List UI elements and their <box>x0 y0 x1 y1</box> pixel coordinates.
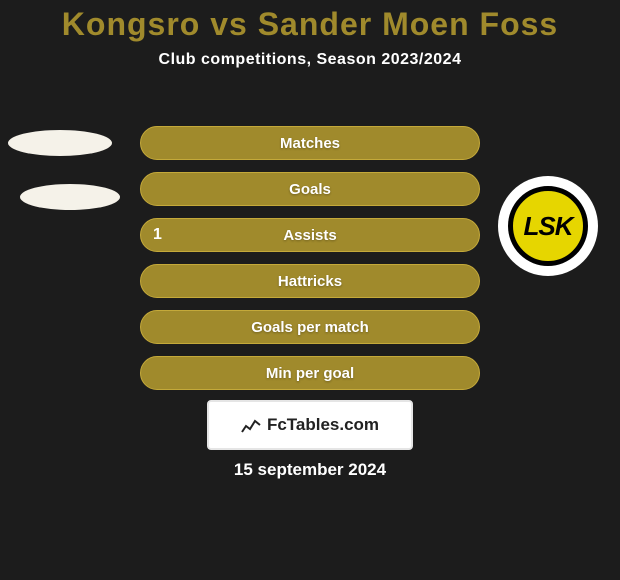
comparison-date: 15 september 2024 <box>0 460 620 480</box>
bar-label: Min per goal <box>266 365 354 382</box>
bar-goals: Goals <box>140 172 480 206</box>
fctables-watermark: FcTables.com <box>207 400 413 450</box>
bar-label: Hattricks <box>278 273 342 290</box>
bar-goals-per-match: Goals per match <box>140 310 480 344</box>
bar-matches: Matches <box>140 126 480 160</box>
lsk-badge-text: LSK <box>524 211 573 242</box>
comparison-subtitle: Club competitions, Season 2023/2024 <box>0 51 620 69</box>
lsk-badge-inner: LSK <box>508 186 588 266</box>
player-right-badge: LSK <box>498 176 598 276</box>
player-left-ellipse-1 <box>8 130 112 156</box>
bar-label: Assists <box>283 227 336 244</box>
bar-label: Goals <box>289 181 331 198</box>
bar-min-per-goal: Min per goal <box>140 356 480 390</box>
bar-hattricks: Hattricks <box>140 264 480 298</box>
fctables-logo-icon <box>241 417 261 433</box>
fctables-text: FcTables.com <box>267 415 379 435</box>
bar-assists: 1 Assists <box>140 218 480 252</box>
bar-label: Matches <box>280 135 340 152</box>
comparison-title: Kongsro vs Sander Moen Foss <box>0 6 620 43</box>
bar-left-value: 1 <box>153 226 162 244</box>
bar-label: Goals per match <box>251 319 369 336</box>
player-left-ellipse-2 <box>20 184 120 210</box>
stat-bars: Matches Goals 1 Assists Hattricks Goals … <box>140 126 480 402</box>
